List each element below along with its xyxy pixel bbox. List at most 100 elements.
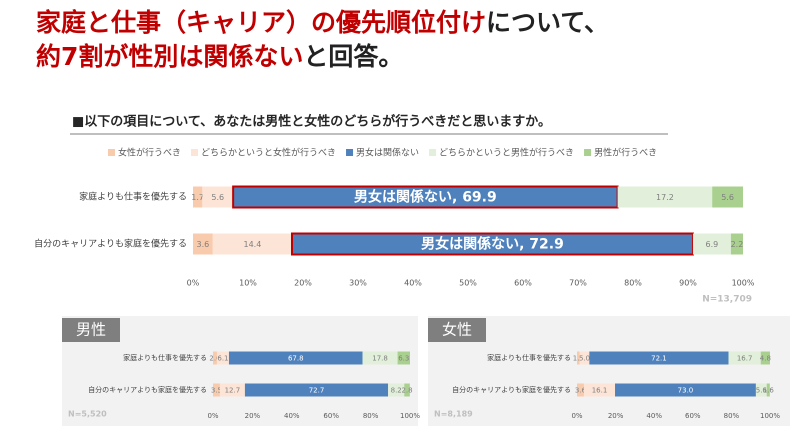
headline-segment: 約7割が性別は関係ない [36, 42, 303, 71]
legend-label: 男女は関係ない [356, 147, 419, 159]
bar-segment [193, 186, 203, 208]
category-label: 家庭よりも仕事を優先する [487, 353, 571, 362]
bar-segment [212, 233, 292, 255]
headline: 約7割が性別は関係ないと回答。 [36, 42, 403, 71]
value-label: 8.2 [391, 387, 402, 395]
value-label: 2.0 [209, 355, 220, 363]
x-tick-label: 20% [608, 412, 624, 420]
value-label: 2.8 [401, 387, 412, 395]
headline-segment: 家庭と仕事（キャリア）の優先順位付け [36, 8, 486, 37]
headline-segment: と回答。 [303, 42, 403, 71]
x-tick-label: 40% [284, 412, 300, 420]
bar-segment [617, 186, 713, 208]
bar-segment [692, 233, 731, 255]
value-label: 3.6 [575, 387, 587, 395]
x-tick-label: 80% [363, 412, 379, 420]
x-tick-label: 100% [400, 412, 420, 420]
x-tick-label: 40% [646, 412, 662, 420]
bar-segment [202, 186, 234, 208]
x-tick-label: 100% [732, 279, 755, 288]
value-label: 17.2 [656, 193, 674, 202]
x-tick-label: 30% [349, 279, 367, 288]
sample-size-note: N=13,709 [702, 295, 752, 305]
bar-segment [755, 383, 767, 397]
bar-segment [579, 351, 590, 365]
value-label: 3.6 [197, 240, 210, 249]
legend-swatch [108, 149, 115, 156]
value-label: 67.8 [288, 355, 304, 363]
x-tick-label: 20% [245, 412, 261, 420]
bar-segment [216, 351, 229, 365]
legend-swatch [191, 149, 199, 156]
value-label: 4.8 [760, 355, 771, 363]
bar-segment [228, 351, 363, 365]
bar-segment [728, 351, 761, 365]
x-tick-label: 60% [685, 412, 701, 420]
value-label: 1.7 [191, 193, 204, 202]
bar-segment [577, 383, 584, 397]
value-label: 5.6 [721, 193, 734, 202]
value-label: 3.5 [211, 387, 222, 395]
value-label: 6.9 [706, 240, 719, 249]
bar-segment [766, 383, 770, 397]
value-label: 16.1 [592, 387, 608, 395]
women-tab [428, 318, 486, 342]
value-label: 5.6 [211, 193, 224, 202]
value-label: 14.4 [243, 240, 261, 249]
bar-segment [730, 233, 743, 255]
men-panel [62, 316, 418, 426]
x-tick-label: 60% [514, 279, 532, 288]
legend-swatch [429, 149, 437, 156]
x-tick-label: 90% [679, 279, 697, 288]
legend-label: どちらかというと女性が行うべき [201, 147, 336, 159]
category-label: 家庭よりも仕事を優先する [79, 191, 187, 203]
bar-segment [397, 351, 410, 365]
x-tick-label: 10% [239, 279, 257, 288]
x-tick-label: 80% [624, 279, 642, 288]
women-panel [428, 316, 790, 426]
category-label: 自分のキャリアよりも家庭を優先する [88, 385, 207, 394]
value-label: 5.0 [579, 355, 590, 363]
headline-segment: について、 [486, 8, 609, 37]
x-tick-label: 70% [569, 279, 587, 288]
bar-segment [615, 383, 756, 397]
bar-segment [219, 383, 245, 397]
sample-size-note: N=5,520 [68, 410, 107, 419]
x-tick-label: 100% [760, 412, 780, 420]
value-label: 72.7 [309, 387, 325, 395]
bar-segment [388, 383, 405, 397]
chart-title: 女性 [442, 321, 472, 339]
value-label: 男女は関係ない, 72.9 [421, 236, 564, 253]
headline: 家庭と仕事（キャリア）の優先順位付けについて、 [36, 8, 609, 37]
chart-title: ■以下の項目について、あなたは男性と女性のどちらが行うべきだと思いますか。 [72, 114, 551, 130]
value-label: 12.7 [225, 387, 241, 395]
value-label: 5.6 [756, 387, 768, 395]
value-label: 73.0 [678, 387, 694, 395]
men-tab [62, 318, 120, 342]
category-label: 自分のキャリアよりも家庭を優先する [34, 238, 187, 250]
legend-label: どちらかというと男性が行うべき [439, 147, 574, 159]
value-label: 男女は関係ない, 69.9 [354, 189, 497, 206]
bar-segment [193, 233, 213, 255]
bar-segment [244, 383, 389, 397]
value-label: 1.6 [763, 387, 775, 395]
category-label: 家庭よりも仕事を優先する [123, 353, 207, 362]
sample-size-note: N=8,189 [434, 410, 473, 419]
bar-segment [577, 351, 580, 365]
x-tick-label: 20% [294, 279, 312, 288]
x-tick-label: 50% [459, 279, 477, 288]
legend-swatch [346, 149, 354, 156]
x-tick-label: 0% [187, 279, 200, 288]
x-tick-label: 0% [207, 412, 218, 420]
x-tick-label: 0% [571, 412, 582, 420]
x-tick-label: 80% [724, 412, 740, 420]
bar-segment [404, 383, 410, 397]
legend-swatch [584, 149, 592, 156]
value-label: 2.2 [731, 240, 744, 249]
bar-segment [712, 186, 743, 208]
bar-segment [589, 351, 729, 365]
value-label: 6.3 [398, 355, 409, 363]
bar-segment [213, 383, 220, 397]
